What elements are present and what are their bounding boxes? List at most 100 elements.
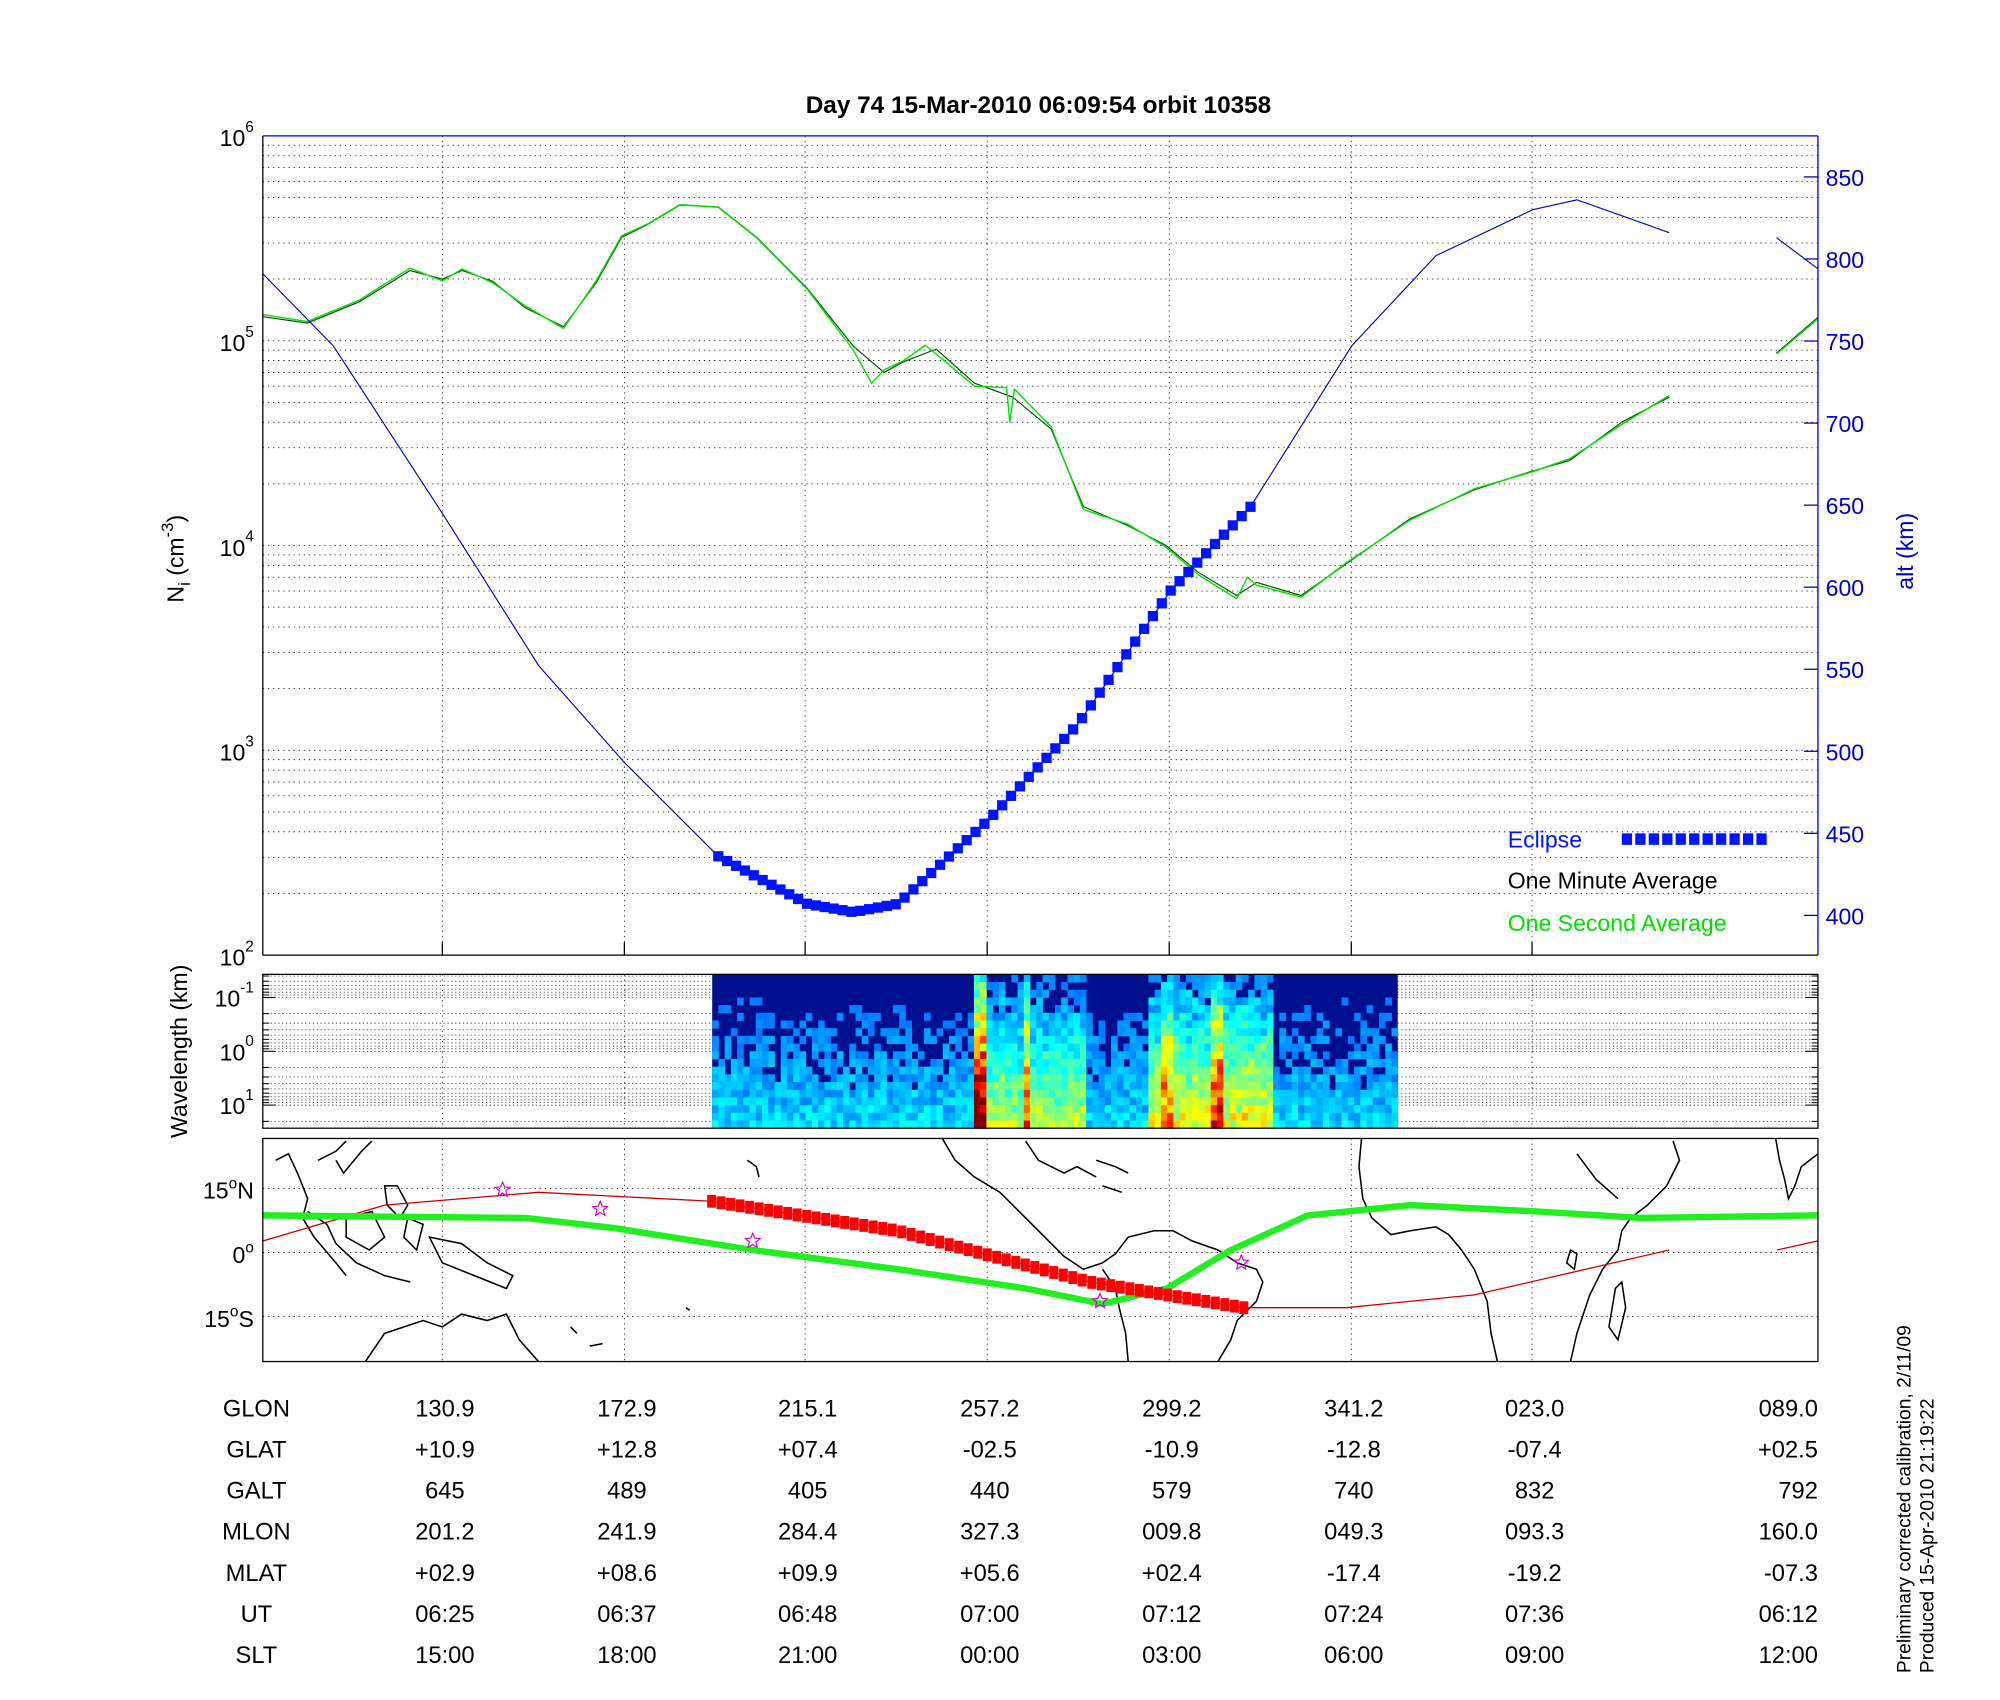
spectrogram-cell (1235, 1066, 1243, 1075)
spectrogram-cell (1248, 1105, 1255, 1114)
spectrogram-cell (1210, 1058, 1218, 1068)
spectrogram-cell (1229, 1005, 1237, 1014)
spectrogram-cell (1204, 1035, 1212, 1044)
spectrogram-cell (949, 1035, 956, 1044)
spectrogram-cell (1235, 982, 1243, 991)
table-cell: 07:36 (1505, 1602, 1564, 1628)
spectrogram-cell (786, 1089, 794, 1098)
spectrogram-cell (942, 1043, 950, 1052)
spectrogram-cell (930, 1074, 937, 1083)
spectrogram-cell (998, 1028, 1006, 1037)
spectrogram-cell (955, 1043, 962, 1052)
spectrogram-cell (1241, 1005, 1249, 1014)
spectrogram-cell (1073, 1058, 1081, 1068)
spectrogram-cell (1385, 1066, 1392, 1075)
spectrogram-cell (986, 1097, 994, 1106)
eclipse-marker (837, 905, 848, 916)
table-cell: 160.0 (1759, 1520, 1818, 1546)
spectrogram-cell (824, 1120, 831, 1129)
spectrogram-cell (1005, 1112, 1012, 1121)
spectrogram-cell (1067, 1028, 1075, 1037)
spectrogram-cell (1260, 1089, 1268, 1098)
spectrogram-cell (1291, 1105, 1299, 1114)
spectrogram-cell (955, 1035, 962, 1044)
spectrogram-cell (1123, 1020, 1131, 1029)
spectrogram-cell (1067, 1089, 1075, 1098)
spectrogram-cell (1098, 1120, 1106, 1129)
spectrogram-cell (874, 1112, 881, 1121)
spectrogram-cell (830, 1074, 838, 1083)
spectrogram-cell (967, 1043, 975, 1052)
spectrogram-cell (1092, 1105, 1099, 1114)
spectrogram-cell (1079, 1089, 1087, 1098)
spectrogram-cell (949, 1058, 956, 1068)
y-tick-exponent: 1 (245, 1087, 254, 1104)
spectrogram-cell (780, 1051, 788, 1060)
spectrogram-cell (1135, 1066, 1143, 1075)
spectrogram-cell (1216, 1105, 1224, 1114)
spectrogram-cell (1347, 1074, 1355, 1083)
eclipse-track-marker (792, 1208, 802, 1222)
eclipse-track-marker (1115, 1280, 1125, 1294)
eclipse-marker (872, 902, 884, 913)
spectrogram-cell (1092, 1051, 1099, 1060)
y2-tick-label: 600 (1826, 575, 1864, 601)
spectrogram-cell (811, 1112, 819, 1121)
spectrogram-cell (1241, 1105, 1249, 1114)
spectrogram-cell (1204, 1120, 1212, 1129)
spectrogram-cell (1385, 1112, 1392, 1121)
spectrogram-cell (1129, 1082, 1137, 1091)
spectrogram-cell (973, 1089, 981, 1098)
table-cell: 15:00 (415, 1643, 474, 1669)
spectrogram-cell (986, 1082, 994, 1091)
spectrogram-cell (1042, 1043, 1050, 1052)
spectrogram-cell (1030, 1074, 1037, 1083)
spectrogram-cell (980, 1012, 987, 1021)
spectrogram-cell (1216, 1028, 1224, 1037)
legend: Eclipse One Minute Average One Second Av… (1508, 826, 1767, 936)
spectrogram-cell (1229, 1112, 1237, 1121)
spectrogram-cell (786, 1082, 794, 1091)
spectrogram-cell (880, 1097, 888, 1106)
spectrogram-cell (1216, 1005, 1224, 1014)
spectrogram-cell (1142, 1020, 1149, 1029)
eclipse-track-marker (1144, 1285, 1154, 1299)
spectrogram-cell (1167, 1097, 1174, 1106)
legend-eclipse-label: Eclipse (1508, 826, 1582, 852)
eclipse-track-marker (1239, 1301, 1249, 1315)
spectrogram-cell (973, 1028, 981, 1037)
spectrogram-cell (811, 1043, 819, 1052)
spectrogram-cell (1061, 982, 1068, 991)
spectrogram-cell (1017, 1058, 1025, 1068)
spectrogram-cell (1005, 1012, 1012, 1021)
spectrogram-cell (899, 1074, 906, 1083)
spectrogram-cell (1304, 1120, 1311, 1129)
spectrogram-cell (899, 1112, 906, 1121)
eclipse-track-marker (1220, 1298, 1230, 1311)
spectrogram-cell (1322, 1066, 1330, 1075)
spectrogram-cell (1198, 997, 1205, 1006)
eclipse-track-marker (868, 1220, 878, 1234)
spectrogram-cell (786, 1066, 794, 1075)
spectrogram-cell (924, 1028, 931, 1037)
spectrogram-cell (1023, 1043, 1031, 1052)
spectrogram-cell (1192, 1066, 1199, 1075)
spectrogram-cell (1061, 1051, 1068, 1060)
eclipse-marker (819, 901, 830, 913)
spectrogram-cell (1298, 1043, 1305, 1052)
eclipse-track-marker (1153, 1287, 1163, 1300)
spectrogram-cell (1223, 1035, 1230, 1044)
spectrogram-cell (1079, 1074, 1087, 1083)
spectrogram-cell (768, 1120, 775, 1129)
spectrogram-cell (1179, 1020, 1187, 1029)
y-tick-label: 102 (220, 938, 254, 970)
spectrogram-cell (1341, 1089, 1349, 1098)
spectrogram-cell (1248, 1012, 1255, 1021)
spectrogram-cell (1104, 1066, 1112, 1075)
spectrogram-cell (830, 1112, 838, 1121)
eclipse-marker (730, 860, 742, 871)
spectrogram-cell (1030, 1012, 1037, 1021)
spectrogram-cell (749, 1120, 757, 1129)
spectrogram-cell (1017, 982, 1025, 991)
y2-tick-label: 850 (1826, 165, 1864, 191)
